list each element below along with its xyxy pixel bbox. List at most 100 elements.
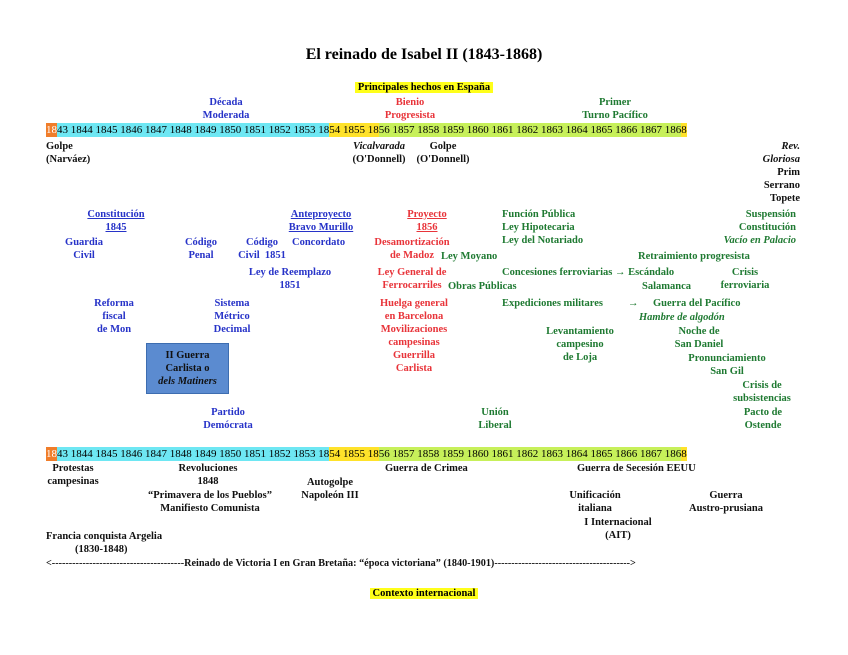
item-subsist-line2: subsistencias: [733, 393, 791, 404]
event-golpe-odonnell-line2: (O'Donnell): [416, 154, 470, 165]
item-ley-general-ferrocarriles: Ley General de Ferrocarriles: [364, 266, 460, 292]
item-codigo-penal-line2: Penal: [188, 250, 214, 261]
item-partido-line2: Demócrata: [203, 420, 253, 431]
timeline2-segment-moderada: 43 1844 1845 1846 1847 1848 1849 1850 18…: [57, 447, 330, 461]
timeline2-segment-start: 18: [46, 447, 57, 461]
item-ley-reemplazo-line2: 1851: [279, 280, 301, 291]
period-decada-line1: Década: [209, 97, 243, 108]
item-levant-line2: campesino: [556, 339, 604, 350]
item-codigo-penal-line1: Código: [184, 237, 218, 248]
item-ley-general-line1: Ley General de: [377, 267, 447, 278]
world-manifiesto: Manifiesto Comunista: [160, 503, 260, 514]
item-retraimiento: Retraimiento progresista: [638, 251, 750, 262]
item-codigo-civil: Código Civil 1851: [234, 236, 290, 262]
event-vicalvarada-line1: Vicalvarada: [353, 141, 405, 152]
arrow-icon: →: [628, 298, 639, 309]
section-label-world-text: Contexto internacional: [369, 588, 479, 599]
period-decada-line2: Moderada: [202, 110, 250, 121]
world-primavera-pueblos: “Primavera de los Pueblos” Manifiesto Co…: [130, 489, 290, 515]
event-rev-line5: Topete: [770, 193, 800, 204]
item-obras-publicas: Obras Públicas: [448, 281, 517, 292]
world-revoluciones-1848: Revoluciones 1848: [170, 462, 246, 488]
item-suspension-line2: Constitución: [738, 222, 796, 233]
world-revol-line2: 1848: [197, 476, 219, 487]
item-pacto-ostende: Pacto de Ostende: [728, 406, 798, 432]
item-proyecto-line2: 1856: [416, 222, 438, 233]
item-ley-moyano: Ley Moyano: [441, 251, 498, 262]
item-constitucion-line1: Constitución: [87, 209, 145, 220]
event-vicalvarada-line2: (O'Donnell): [352, 154, 406, 165]
world-guerra-crimea: Guerra de Crimea: [385, 463, 468, 474]
item-ley-reemplazo-line1: Ley de Reemplazo: [248, 267, 332, 278]
item-partido-democrata: Partido Demócrata: [190, 406, 266, 432]
period-turno-line2: Turno Pacífico: [582, 110, 648, 121]
world-autogolpe: Autogolpe Napoleón III: [290, 476, 370, 502]
item-funcion-publica: Función Pública Ley Hipotecaria Ley del …: [502, 208, 583, 247]
item-notariado: Ley del Notariado: [502, 235, 584, 246]
item-subsist-line1: Crisis de: [742, 380, 782, 391]
item-vacio-palacio: Vacío en Palacio: [723, 235, 796, 246]
world-austro-line1: Guerra: [709, 490, 743, 501]
item-sistema-metrico: Sistema Métrico Decimal: [202, 297, 262, 336]
world-victoria-span: <---------------------------------------…: [46, 558, 636, 569]
item-anteproyecto-line1: Anteproyecto: [290, 209, 352, 220]
item-suspension-line1: Suspensión: [745, 209, 796, 220]
timeline-segment-bienio: 54 1855 18: [329, 123, 379, 137]
world-unif-line1: Unificación: [569, 490, 621, 501]
item-expediciones: Expediciones militares: [502, 298, 604, 309]
item-concesiones: Concesiones ferroviarias → Escándalo: [502, 267, 675, 278]
item-sistema-line2: Métrico: [214, 311, 250, 322]
item-crisis-line1: Crisis: [731, 267, 759, 278]
timeline2-segment-end: 8: [681, 447, 687, 461]
period-turno-line1: Primer: [598, 97, 632, 108]
world-protestas: Protestas campesinas: [40, 462, 106, 488]
event-golpe-narvaez-line2: (Narváez): [46, 154, 91, 165]
item-crisis-line2: ferroviaria: [720, 280, 770, 291]
item-union-line1: Unión: [481, 407, 509, 418]
item-guardia-civil: Guardia Civil: [56, 236, 112, 262]
item-noche-san-daniel: Noche de San Daniel: [666, 325, 732, 351]
item-anteproyecto: Anteproyecto Bravo Murillo: [280, 208, 362, 234]
world-autogolpe-line1: Autogolpe: [306, 477, 354, 488]
item-guerrilla-line1: Guerrilla: [393, 350, 435, 361]
period-bienio-progresista: Bienio Progresista: [360, 96, 460, 122]
world-argelia-line1: Francia conquista Argelia: [46, 531, 163, 542]
period-turno-pacifico: Primer Turno Pacífico: [555, 96, 675, 122]
event-revolucion-gloriosa: Rev. Gloriosa Prim Serrano Topete: [700, 140, 800, 205]
item-reforma-line2: fiscal: [102, 311, 126, 322]
event-rev-line2: Gloriosa: [762, 154, 800, 165]
item-pronunc-line2: San Gil: [710, 366, 744, 377]
item-levant-line1: Levantamiento: [546, 326, 614, 337]
item-desamortizacion: Desamortización de Madoz: [364, 236, 460, 262]
item-union-line2: Liberal: [478, 420, 512, 431]
item-noche-line1: Noche de: [678, 326, 720, 337]
world-guerra-secesion: Guerra de Secesión EEUU: [577, 463, 696, 474]
item-desamort-line2: de Madoz: [389, 250, 435, 261]
world-autogolpe-line2: Napoleón III: [301, 490, 359, 501]
timeline2-segment-union: 56 1857 1858 1859 1860 1861 1862 1863 18…: [378, 447, 682, 461]
item-concordato-line1: Concordato: [292, 237, 346, 248]
item-hipotecaria: Ley Hipotecaria: [502, 222, 575, 233]
world-argelia: Francia conquista Argelia (1830-1848): [46, 530, 162, 556]
carlista-line3: dels Matiners: [158, 376, 217, 387]
world-unif-line2: italiana: [578, 503, 612, 514]
item-salamanca: Salamanca: [642, 281, 692, 292]
event-golpe-odonnell: Golpe (O'Donnell): [409, 140, 477, 166]
item-union-liberal: Unión Liberal: [465, 406, 525, 432]
item-funcion: Función Pública: [502, 209, 576, 220]
event-vicalvarada: Vicalvarada (O'Donnell): [345, 140, 413, 166]
item-codigo-civil-line1: Código: [245, 237, 279, 248]
world-protestas-line2: campesinas: [47, 476, 99, 487]
event-rev-line1: Rev.: [781, 141, 800, 152]
carlista-line2: Carlista o: [165, 363, 210, 374]
item-ley-general-line2: Ferrocarriles: [382, 280, 442, 291]
event-rev-line4: Serrano: [763, 180, 800, 191]
event-rev-line3: Prim: [777, 167, 800, 178]
item-codigo-civil-line2-wrap: Civil 1851: [234, 249, 290, 262]
world-primera-internacional: I Internacional (AIT): [570, 516, 666, 542]
segunda-guerra-carlista-box: II Guerra Carlista o dels Matiners: [146, 343, 229, 394]
item-sistema-line1: Sistema: [214, 298, 250, 309]
period-decada-moderada: Década Moderada: [176, 96, 276, 122]
timeline-bar-spain: 1843 1844 1845 1846 1847 1848 1849 1850 …: [46, 123, 687, 137]
item-pronunc-line1: Pronunciamiento: [688, 353, 766, 364]
